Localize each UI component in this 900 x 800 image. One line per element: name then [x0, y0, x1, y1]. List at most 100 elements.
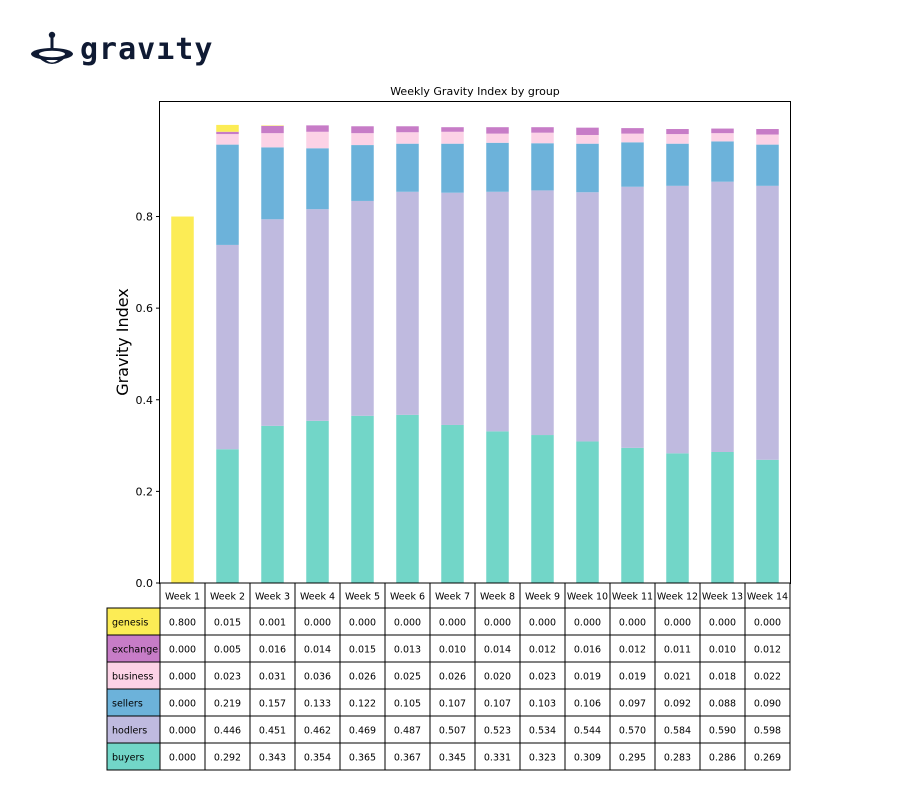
bar-segment-sellers [486, 142, 509, 192]
bar-segment-business [756, 134, 779, 145]
bar-segment-buyers [711, 451, 734, 583]
data-value-label: 0.309 [574, 753, 601, 764]
y-tick-label: 0.2 [136, 485, 154, 498]
column-header-label: Week 5 [345, 592, 380, 603]
data-value-label: 0.354 [304, 753, 331, 764]
bar-segment-exchange [306, 125, 329, 132]
table-cell [744, 634, 791, 663]
table-cell [339, 715, 386, 744]
data-value-label: 0.000 [439, 618, 466, 629]
table-header-cell [294, 582, 341, 609]
table-cell [384, 742, 431, 771]
bar-segment-exchange [756, 129, 779, 135]
table-cell [654, 688, 701, 717]
data-value-label: 0.323 [529, 753, 556, 764]
data-value-label: 0.331 [484, 753, 511, 764]
data-value-label: 0.133 [304, 699, 331, 710]
data-value-label: 0.018 [709, 672, 736, 683]
bar-segment-buyers [216, 449, 239, 583]
bar-segment-hodlers [666, 185, 689, 454]
data-value-label: 0.292 [214, 753, 241, 764]
table-cell [384, 661, 431, 690]
data-value-label: 0.544 [574, 726, 601, 737]
bar-segment-hodlers [486, 191, 509, 432]
data-value-label: 0.005 [214, 645, 241, 656]
table-cell [159, 661, 206, 690]
table-cell [294, 715, 341, 744]
row-label-cell [106, 715, 161, 744]
bar-segment-sellers [531, 143, 554, 191]
table-cell [564, 742, 611, 771]
data-value-label: 0.000 [169, 753, 196, 764]
data-value-label: 0.106 [574, 699, 601, 710]
data-value-label: 0.000 [664, 618, 691, 629]
data-value-label: 0.000 [349, 618, 376, 629]
column-header-label: Week 12 [657, 592, 698, 603]
table-cell [249, 715, 296, 744]
data-value-label: 0.000 [169, 726, 196, 737]
bar-segment-business [621, 133, 644, 143]
data-value-label: 0.019 [574, 672, 601, 683]
bar-segment-hodlers [216, 244, 239, 450]
bar-segment-exchange [216, 131, 239, 135]
bar-segment-hodlers [621, 186, 644, 448]
data-value-label: 0.023 [214, 672, 241, 683]
table-cell [474, 742, 521, 771]
bar-segment-hodlers [531, 190, 554, 436]
table-cell [474, 634, 521, 663]
bar-segment-exchange [666, 129, 689, 135]
table-cell [609, 634, 656, 663]
bar-segment-buyers [576, 441, 599, 583]
table-cell [204, 607, 251, 636]
row-label-cell [106, 634, 161, 663]
bar-segment-business [666, 134, 689, 144]
row-label-hodlers: hodlers [112, 726, 147, 737]
bar-segment-sellers [396, 143, 419, 192]
data-value-label: 0.011 [664, 645, 691, 656]
data-value-label: 0.000 [169, 699, 196, 710]
data-value-label: 0.286 [709, 753, 736, 764]
bar-segment-exchange [441, 127, 464, 132]
bar-segment-business [531, 132, 554, 144]
y-axis: 0.0 0.2 0.4 0.6 0.8 [136, 211, 160, 590]
bar-segment-exchange [396, 126, 419, 133]
data-value-label: 0.000 [304, 618, 331, 629]
bar-segment-genesis [216, 124, 239, 132]
bar-segment-business [441, 131, 464, 144]
table-cell [654, 634, 701, 663]
data-value-label: 0.088 [709, 699, 736, 710]
data-value-label: 0.000 [529, 618, 556, 629]
table-cell [699, 634, 746, 663]
data-value-label: 0.000 [169, 645, 196, 656]
data-value-label: 0.523 [484, 726, 511, 737]
table-cell [699, 715, 746, 744]
bar-segment-business [351, 133, 374, 146]
bar-segment-sellers [621, 142, 644, 187]
table-cell [474, 661, 521, 690]
table-cell [474, 607, 521, 636]
y-axis-label: Gravity Index [113, 288, 132, 396]
table-cell [429, 742, 476, 771]
y-tick-label: 0.4 [136, 394, 154, 407]
bar-segment-sellers [756, 144, 779, 186]
table-cell [159, 607, 206, 636]
data-value-label: 0.010 [709, 645, 736, 656]
data-value-label: 0.107 [439, 699, 466, 710]
column-header-label: Week 3 [255, 592, 290, 603]
data-value-label: 0.000 [619, 618, 646, 629]
bar-segment-buyers [621, 447, 644, 583]
data-value-label: 0.025 [394, 672, 421, 683]
bar-segment-business [486, 133, 509, 143]
column-header-label: Week 8 [480, 592, 515, 603]
table-cell [384, 607, 431, 636]
bar-segment-business [216, 134, 239, 145]
table-cell [429, 661, 476, 690]
data-value-label: 0.000 [574, 618, 601, 629]
data-value-label: 0.451 [259, 726, 286, 737]
table-cell [609, 742, 656, 771]
data-value-label: 0.469 [349, 726, 376, 737]
bar-segment-sellers [576, 143, 599, 193]
data-value-label: 0.446 [214, 726, 241, 737]
data-value-label: 0.103 [529, 699, 556, 710]
